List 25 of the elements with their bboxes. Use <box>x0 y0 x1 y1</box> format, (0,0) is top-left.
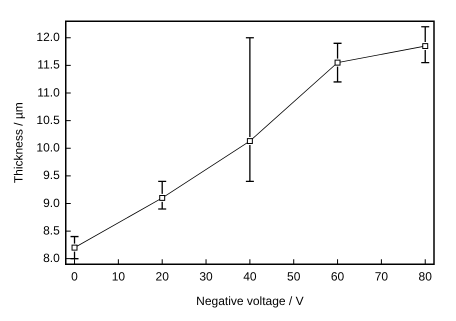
x-tick-label: 40 <box>243 270 257 284</box>
x-tick-label: 50 <box>287 270 301 284</box>
x-tick-label: 80 <box>418 270 432 284</box>
y-tick-label: 10.5 <box>36 112 60 127</box>
x-axis-title: Negative voltage / V <box>196 294 304 308</box>
point <box>334 60 341 66</box>
y-tick-label: 11.0 <box>37 85 60 100</box>
y-tick-label: 8.0 <box>43 250 60 265</box>
y-tick-label: 9.5 <box>43 168 60 182</box>
x-tick-label: 60 <box>330 270 345 284</box>
point <box>422 43 428 50</box>
point <box>246 138 253 144</box>
y-tick-label: 9.0 <box>43 196 60 210</box>
x-tick-label: 10 <box>112 270 126 284</box>
point <box>159 194 166 201</box>
x-tick-label: 70 <box>374 270 388 284</box>
y-tick-label: 11.5 <box>37 58 60 72</box>
point <box>72 244 78 251</box>
y-tick-label: 8.5 <box>43 223 60 238</box>
x-tick-label: 0 <box>71 270 78 284</box>
x-tick-label: 30 <box>199 270 214 284</box>
y-tick-label: 12.0 <box>36 30 60 44</box>
x-tick-label: 20 <box>156 270 170 284</box>
y-tick-label: 10.0 <box>36 140 60 155</box>
y-axis-title: Thickness / µm <box>12 102 26 184</box>
